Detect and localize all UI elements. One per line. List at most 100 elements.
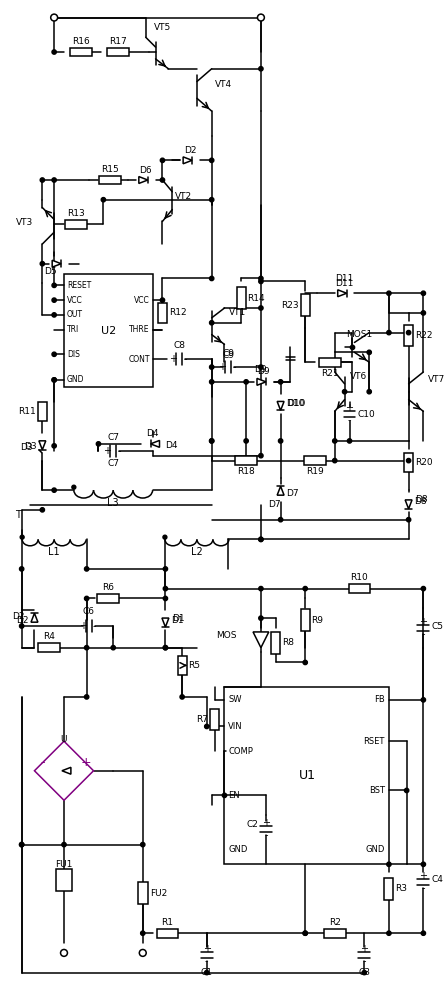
Text: D9: D9 — [255, 365, 267, 374]
Circle shape — [160, 158, 164, 162]
Circle shape — [259, 306, 263, 310]
Bar — [156, 929, 178, 938]
Text: U1: U1 — [299, 769, 316, 782]
Text: +: + — [103, 446, 111, 456]
Text: C4: C4 — [431, 875, 443, 884]
Circle shape — [259, 276, 263, 281]
Text: R22: R22 — [415, 331, 433, 340]
Circle shape — [40, 508, 45, 512]
Circle shape — [210, 439, 214, 443]
Text: +: + — [419, 871, 427, 881]
Text: -: - — [205, 956, 208, 966]
Text: D9: D9 — [257, 367, 270, 376]
Bar — [64, 274, 152, 387]
Text: D10: D10 — [287, 399, 306, 408]
Polygon shape — [183, 157, 192, 164]
Circle shape — [257, 14, 264, 21]
Circle shape — [210, 321, 214, 325]
Text: C10: C10 — [358, 410, 375, 419]
Text: R18: R18 — [237, 467, 255, 476]
Text: R3: R3 — [395, 884, 407, 893]
Text: +: + — [219, 362, 227, 372]
Circle shape — [244, 439, 249, 443]
Text: MOS1: MOS1 — [346, 330, 372, 339]
Text: C8: C8 — [173, 341, 185, 350]
Circle shape — [278, 518, 283, 522]
Circle shape — [163, 567, 168, 571]
Circle shape — [210, 158, 214, 162]
Text: R5: R5 — [189, 661, 201, 670]
Text: D8: D8 — [416, 495, 428, 504]
Circle shape — [406, 518, 411, 522]
Text: D11: D11 — [335, 279, 354, 288]
Text: R6: R6 — [102, 583, 114, 592]
Text: R1: R1 — [161, 918, 173, 927]
Text: C5: C5 — [431, 622, 443, 631]
Circle shape — [40, 262, 45, 266]
Text: FU2: FU2 — [150, 889, 167, 898]
Text: L2: L2 — [191, 547, 203, 557]
Text: L1: L1 — [48, 547, 60, 557]
Circle shape — [20, 842, 24, 847]
Text: R21: R21 — [321, 369, 339, 378]
Text: D1: D1 — [172, 614, 185, 623]
Text: C9: C9 — [223, 351, 234, 360]
Circle shape — [421, 931, 426, 935]
Circle shape — [139, 949, 146, 956]
Circle shape — [84, 567, 89, 571]
Text: VT4: VT4 — [215, 80, 232, 89]
Text: +: + — [360, 944, 368, 954]
Text: MOS: MOS — [216, 631, 236, 640]
Polygon shape — [253, 632, 269, 648]
Circle shape — [278, 439, 283, 443]
Bar — [235, 456, 257, 465]
Text: +: + — [79, 621, 87, 631]
Polygon shape — [52, 260, 61, 267]
Circle shape — [342, 390, 347, 394]
Circle shape — [406, 330, 411, 335]
Circle shape — [52, 488, 56, 492]
Text: R2: R2 — [329, 918, 341, 927]
Circle shape — [160, 178, 164, 182]
Circle shape — [421, 698, 426, 702]
Text: D4: D4 — [165, 441, 178, 450]
Bar — [224, 687, 389, 864]
Circle shape — [259, 537, 263, 542]
Text: +: + — [80, 756, 91, 769]
Text: -: - — [363, 956, 366, 966]
Circle shape — [259, 616, 263, 620]
Circle shape — [52, 313, 56, 317]
Text: D1: D1 — [171, 616, 183, 625]
Circle shape — [421, 291, 426, 295]
Text: D11: D11 — [335, 274, 354, 283]
Circle shape — [406, 458, 411, 463]
Circle shape — [72, 485, 76, 489]
Bar — [56, 869, 72, 891]
Text: C6: C6 — [83, 607, 95, 616]
Circle shape — [20, 567, 24, 571]
Circle shape — [333, 458, 337, 463]
Text: +: + — [346, 403, 354, 413]
Circle shape — [259, 365, 263, 369]
Polygon shape — [139, 177, 148, 183]
Text: D6: D6 — [139, 166, 152, 175]
Text: -: - — [93, 621, 96, 631]
Bar — [97, 594, 119, 603]
Circle shape — [163, 596, 168, 601]
Text: VT2: VT2 — [175, 192, 192, 201]
Text: +: + — [203, 944, 211, 954]
Text: R8: R8 — [282, 638, 294, 647]
Circle shape — [163, 646, 168, 650]
Bar — [404, 453, 413, 472]
Text: R12: R12 — [169, 308, 186, 317]
Text: R9: R9 — [312, 616, 324, 625]
Circle shape — [387, 862, 391, 866]
Bar — [271, 632, 280, 654]
Polygon shape — [31, 613, 38, 622]
Circle shape — [303, 586, 308, 591]
Text: R17: R17 — [109, 37, 127, 46]
Text: FB: FB — [374, 695, 385, 704]
Circle shape — [163, 586, 168, 591]
Circle shape — [84, 646, 89, 650]
Circle shape — [259, 279, 263, 284]
